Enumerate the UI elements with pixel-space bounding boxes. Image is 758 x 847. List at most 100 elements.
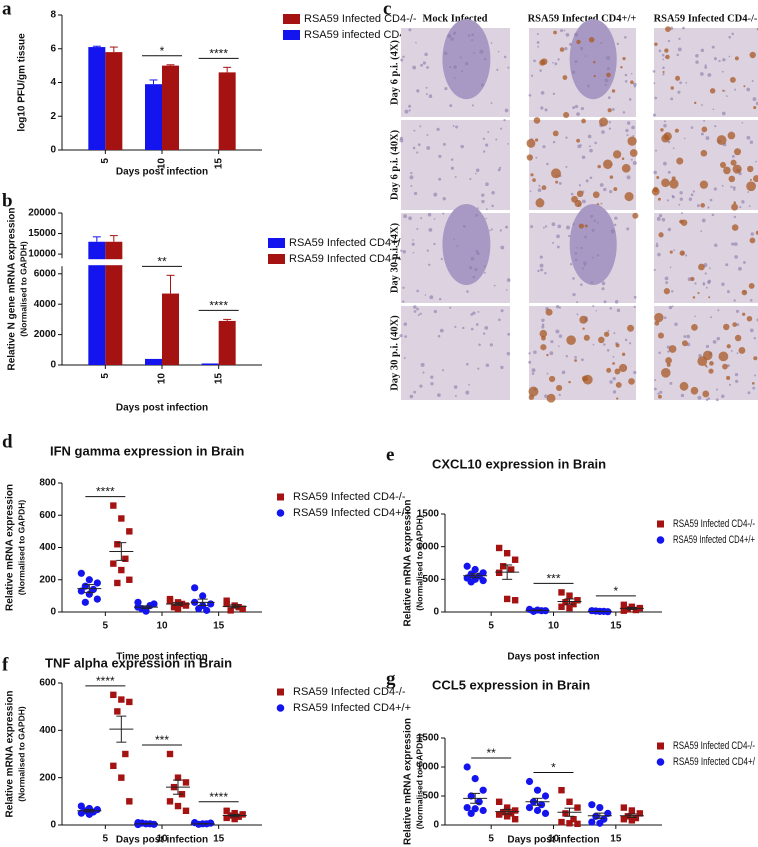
stain	[670, 86, 674, 90]
cell	[705, 136, 710, 141]
significance-label: ****	[209, 790, 228, 804]
data-point	[479, 786, 487, 794]
cell	[507, 332, 511, 336]
legend-label: RSA59 Infected CD4-/-	[289, 253, 402, 265]
x-tick-label: 10	[156, 621, 168, 632]
data-point	[122, 750, 129, 758]
stain	[530, 173, 534, 177]
stain	[548, 375, 556, 383]
cell	[748, 205, 751, 208]
cell	[733, 215, 737, 219]
data-point	[628, 603, 636, 610]
cell	[673, 249, 675, 252]
cell	[633, 85, 636, 88]
cell	[469, 265, 473, 270]
cell	[631, 125, 635, 130]
y-tick-label: 10000	[28, 249, 56, 260]
cell	[700, 48, 705, 53]
cell	[540, 106, 544, 110]
panel-letter: d	[2, 431, 13, 452]
cell	[569, 263, 573, 266]
cell	[538, 184, 541, 187]
y-tick-label: 0	[50, 360, 56, 371]
stain	[628, 378, 635, 385]
cell	[466, 290, 469, 293]
data-point	[537, 801, 546, 809]
stain	[748, 282, 755, 289]
cell	[564, 46, 568, 51]
data-point	[588, 818, 596, 826]
cell	[447, 33, 452, 38]
cell	[497, 50, 500, 53]
stain	[749, 51, 756, 59]
cell	[679, 197, 683, 201]
data-point	[558, 818, 565, 826]
y-tick-label: 20000	[28, 208, 56, 219]
cell	[483, 271, 486, 274]
cell	[438, 154, 442, 158]
cell	[417, 313, 420, 317]
cell	[592, 343, 595, 346]
x-tick-label: 15	[213, 621, 225, 632]
legend-swatch	[277, 493, 284, 501]
data-point	[558, 787, 565, 794]
cell	[439, 328, 444, 333]
y-axis-label: (Normalised to GAPDH)	[414, 734, 424, 830]
cell	[755, 160, 757, 163]
cell	[725, 95, 728, 98]
cell	[705, 398, 709, 401]
y-tick-label: 500	[422, 791, 439, 802]
cell	[433, 309, 437, 314]
data-point	[174, 774, 182, 781]
stain	[679, 219, 684, 224]
cell	[612, 376, 616, 381]
cell	[624, 80, 628, 83]
cell	[544, 108, 548, 112]
cell	[749, 299, 753, 302]
cell	[670, 97, 674, 101]
data-point	[628, 807, 636, 814]
y-tick-label: 0	[50, 607, 56, 618]
cell	[483, 265, 486, 268]
cell	[428, 263, 431, 266]
cell	[402, 250, 406, 254]
cell	[731, 242, 735, 246]
cell	[556, 245, 560, 249]
cell	[427, 212, 432, 217]
cell	[606, 67, 610, 71]
stain	[660, 128, 664, 132]
stain	[730, 159, 737, 166]
cell	[552, 241, 555, 244]
column-header: RSA59 Infected CD4-/-	[654, 13, 758, 24]
cell	[437, 334, 441, 338]
data-point	[467, 809, 475, 818]
cell	[438, 297, 442, 301]
cell	[470, 256, 475, 261]
data-point	[570, 816, 577, 823]
cell	[658, 49, 662, 53]
cell	[604, 78, 609, 83]
data-point	[566, 604, 573, 612]
cell	[428, 228, 433, 232]
cell	[485, 363, 490, 368]
cell	[709, 267, 711, 269]
cell	[420, 63, 424, 67]
cell	[503, 118, 506, 122]
cell	[475, 168, 480, 173]
stain	[576, 190, 584, 198]
cell	[552, 92, 556, 96]
data-point	[632, 606, 640, 614]
cell	[450, 166, 454, 170]
cell	[482, 332, 486, 335]
micrograph	[654, 28, 758, 117]
cell	[608, 127, 612, 130]
stain	[526, 154, 533, 161]
cell	[694, 282, 697, 285]
cell	[485, 182, 489, 187]
cell	[433, 192, 438, 197]
cell	[416, 289, 420, 293]
stain	[679, 381, 689, 391]
cell	[491, 204, 494, 208]
cell	[652, 113, 656, 117]
stain	[574, 359, 577, 362]
